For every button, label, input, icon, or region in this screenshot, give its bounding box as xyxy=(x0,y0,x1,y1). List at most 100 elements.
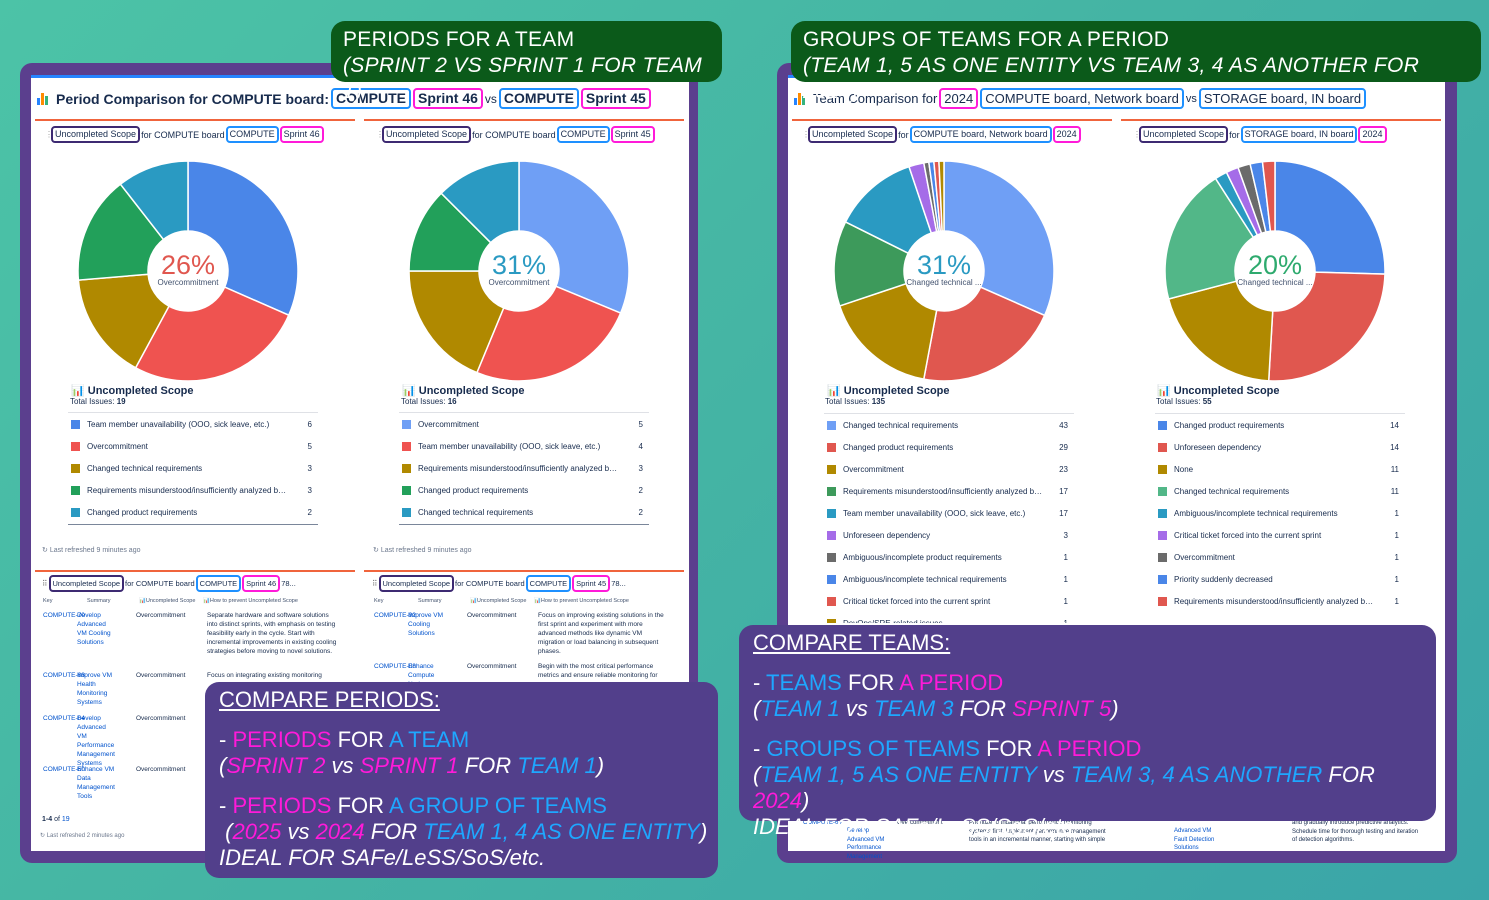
legend-count: 2 xyxy=(638,507,643,517)
legend-count: 23 xyxy=(1059,464,1068,474)
donut-slice[interactable] xyxy=(1164,177,1255,300)
issue-key[interactable]: COMPUTE-64 xyxy=(43,715,85,722)
issue-key[interactable]: COMPUTE-88 xyxy=(374,663,416,670)
team-tag: COMPUTE xyxy=(498,88,579,109)
drag-handle-icon[interactable]: ⋮ xyxy=(1133,130,1141,139)
legend-swatch xyxy=(402,441,411,451)
table-row[interactable]: COMPUTE-70 Develop Advanced VM Cooling So… xyxy=(43,611,343,671)
drag-handle-icon[interactable]: ⋮ xyxy=(802,130,810,139)
donut-slice[interactable] xyxy=(475,285,622,382)
legend-swatch xyxy=(827,618,836,623)
donut-slice[interactable] xyxy=(77,183,165,281)
legend-count: 3 xyxy=(1063,530,1068,540)
legend-row: Requirements misunderstood/insufficientl… xyxy=(824,480,1074,502)
legend-count: 2 xyxy=(638,485,643,495)
table-row[interactable]: COMPUTE-60 Enhance VM Data Management Too… xyxy=(43,765,343,805)
legend-count: 1 xyxy=(1063,574,1068,584)
legend-label: Changed product requirements xyxy=(418,485,529,495)
legend-label: Priority suddenly decreased xyxy=(1174,574,1273,584)
donut-chart-1 xyxy=(77,160,299,382)
table-row[interactable]: Advanced VM Fault Detection Solutions an… xyxy=(1174,820,1419,851)
issue-summary[interactable]: Develop Advanced VM Cooling Solutions xyxy=(77,612,111,646)
donut-slice[interactable] xyxy=(938,160,945,232)
legend-label: Overcommitment xyxy=(418,419,479,429)
left-page-title: Period Comparison for COMPUTE board: COM… xyxy=(37,88,651,109)
team-tag: COMPUTE xyxy=(331,88,412,109)
legend-label: Requirements misunderstood/insufficientl… xyxy=(1174,596,1375,606)
issue-key[interactable]: COMPUTE-92 xyxy=(374,612,416,619)
legend-count: 1 xyxy=(1063,618,1068,624)
legend-label: Ambiguous/incomplete product requirement… xyxy=(843,552,1002,562)
issue-summary[interactable]: Develop Advanced VM Performance Manageme… xyxy=(77,715,115,767)
drag-handle-icon[interactable]: ⠿ xyxy=(42,579,48,588)
legend-label: Changed product requirements xyxy=(1174,420,1285,430)
donut-slice[interactable] xyxy=(838,282,938,381)
drag-handle-icon[interactable]: ⋮ xyxy=(45,130,53,139)
center-percent: 26% xyxy=(160,250,216,280)
donut-slice[interactable] xyxy=(408,270,505,374)
legend-label: Changed technical requirements xyxy=(843,420,959,430)
issue-summary[interactable]: Improve VM Cooling Solutions xyxy=(408,612,444,637)
legend-divider xyxy=(68,524,318,525)
legend-label: Changed technical requirements xyxy=(1174,486,1290,496)
issue-key[interactable]: COMPUTE-70 xyxy=(43,612,85,619)
legend-count: 43 xyxy=(1059,420,1068,430)
last-refreshed: ↻ Last refreshed 9 minutes ago xyxy=(373,547,472,554)
table-row[interactable]: COMPUTE-64 Develop Advanced VM Performanc… xyxy=(43,714,343,767)
donut-slice[interactable] xyxy=(518,160,630,315)
drag-handle-icon[interactable]: ⠿ xyxy=(372,579,378,588)
donut-chart-3 xyxy=(833,160,1055,382)
issue-summary[interactable]: Improve VM Health Monitoring Systems xyxy=(77,672,113,706)
center-label: Changed technical ... xyxy=(1237,278,1313,287)
donut-slice[interactable] xyxy=(1267,271,1386,382)
donut-slice[interactable] xyxy=(1261,160,1276,233)
legend-swatch xyxy=(71,507,80,517)
legend-swatch xyxy=(71,419,80,429)
donut-slice[interactable] xyxy=(922,286,1046,382)
right-page-title: Team Comparison for 2024 COMPUTE board, … xyxy=(794,88,1367,109)
legend-swatch xyxy=(1158,420,1167,430)
widget-title-2: ⋮ Uncompleted Scope for COMPUTE board CO… xyxy=(376,126,655,143)
drag-handle-icon[interactable]: ⋮ xyxy=(376,130,384,139)
legend-swatch xyxy=(1158,574,1167,584)
legend-count: 14 xyxy=(1390,420,1399,430)
donut-slice[interactable] xyxy=(1274,160,1386,275)
left-header-banner: PERIODS FOR A TEAM (SPRINT 2 VS SPRINT 1… xyxy=(331,21,722,103)
legend-count: 17 xyxy=(1059,508,1068,518)
legend-row: DevOps/SRE-related issues 1 xyxy=(824,612,1074,623)
legend-label: Requirements misunderstood/insufficientl… xyxy=(418,463,619,473)
legend-row: Overcommitment 23 xyxy=(824,458,1074,480)
donut-chart-2 xyxy=(408,160,630,382)
table-row[interactable]: COMPUTE-68 Improve VM Health Monitoring S… xyxy=(43,671,343,714)
legend-label: Changed technical requirements xyxy=(87,463,203,473)
issue-key[interactable]: COMPUTE-68 xyxy=(43,672,85,679)
donut-slice[interactable] xyxy=(134,286,290,382)
donut-slice[interactable] xyxy=(77,273,170,369)
legend-label: Overcommitment xyxy=(87,441,148,451)
legend-count: 5 xyxy=(307,441,312,451)
legend-label: Changed technical requirements xyxy=(418,507,534,517)
legend-label: Unforeseen dependency xyxy=(843,530,931,540)
table-header: Key Summary 📊Uncompleted Scope 📊How to p… xyxy=(374,598,629,604)
legend-title: 📊 Uncompleted Scope xyxy=(71,385,194,397)
last-refreshed: ↻ Last refreshed 2 minutes ago xyxy=(40,833,125,839)
legend-swatch xyxy=(71,485,80,495)
donut-slice[interactable] xyxy=(119,160,189,241)
legend-row: Requirements misunderstood/insufficientl… xyxy=(399,457,649,479)
legend-row: Requirements misunderstood/insufficientl… xyxy=(68,479,318,501)
total-issues: Total Issues: 16 xyxy=(401,397,457,406)
donut-slice[interactable] xyxy=(1167,280,1274,382)
table-row[interactable]: COMPUTE-64 Develop Advanced VM Performan… xyxy=(803,820,1106,860)
legend-row: Changed technical requirements 2 xyxy=(399,501,649,523)
legend-swatch xyxy=(827,464,836,474)
donut-slice[interactable] xyxy=(943,160,1055,317)
legend-count: 2 xyxy=(307,507,312,517)
legend-swatch xyxy=(71,463,80,473)
table-row[interactable]: COMPUTE-92 Improve VM Cooling Solutions Ov… xyxy=(374,611,674,662)
issue-summary[interactable]: Enhance VM Data Management Tools xyxy=(77,766,115,800)
donut-slice[interactable] xyxy=(187,160,299,317)
issue-key[interactable]: COMPUTE-60 xyxy=(43,766,85,773)
legend-count: 1 xyxy=(1063,596,1068,606)
donut-slice[interactable] xyxy=(440,160,520,244)
